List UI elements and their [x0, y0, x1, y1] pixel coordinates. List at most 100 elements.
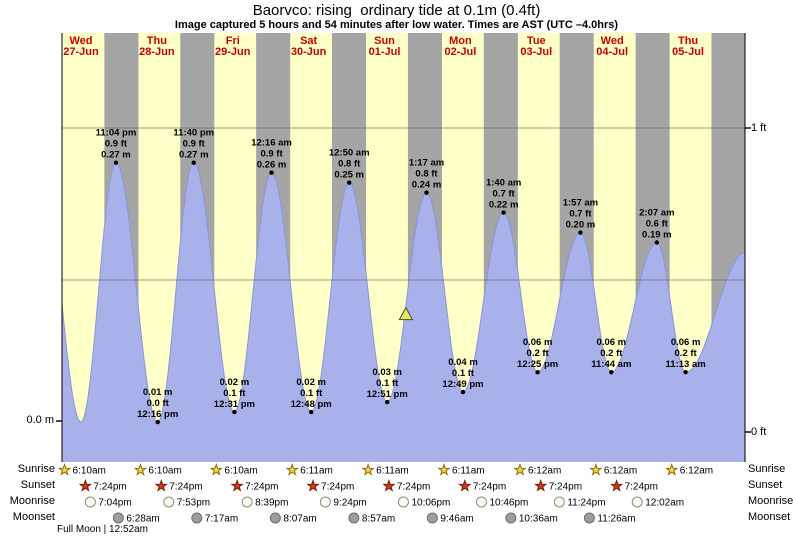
- sunset-star-icon: [230, 478, 244, 492]
- sunset-row-label-left: Sunset: [20, 479, 55, 491]
- moonset-circle-icon: [348, 512, 360, 524]
- high-tide-label: 1:17 am 0.8 ft 0.24 m: [409, 158, 444, 191]
- date-label: Fri 29-Jun: [215, 35, 251, 58]
- moonrise-time: 10:46pm: [489, 498, 528, 509]
- sunset-time: 7:24pm: [473, 482, 506, 493]
- tide-extremum-dot: [578, 230, 583, 235]
- tide-extremum-dot: [683, 369, 688, 375]
- sunset-time: 7:24pm: [93, 482, 126, 493]
- tide-extremum-dot: [308, 409, 314, 415]
- sunset-star-icon: [154, 478, 168, 492]
- sunset-row-label-right: Sunset: [748, 479, 783, 491]
- tide-extremum-dot: [535, 369, 540, 375]
- tide-extremum-dot: [654, 240, 660, 245]
- sunrise-row-label-right: Sunrise: [748, 463, 786, 475]
- sunrise-time: 6:10am: [73, 466, 106, 477]
- tide-extremum-dot: [191, 160, 196, 165]
- sunrise-row-label-left: Sunrise: [17, 463, 55, 475]
- moonset-time: 11:26am: [597, 514, 635, 525]
- sunset-star-icon: [382, 478, 396, 492]
- moonrise-time: 10:06pm: [411, 498, 450, 509]
- sunset-star-icon: [534, 478, 548, 492]
- moonset-time: 10:36am: [519, 514, 558, 525]
- sunset-time: 7:24pm: [321, 482, 354, 493]
- moonrise-circle-icon: [553, 496, 565, 508]
- right-axis-0ft-label: 0 ft: [751, 426, 767, 438]
- high-tide-label: 1:57 am 0.7 ft 0.20 m: [563, 198, 598, 231]
- date-label: Sun 01-Jul: [369, 35, 401, 58]
- moonrise-time: 7:53pm: [177, 498, 210, 509]
- sunrise-time: 6:11am: [300, 466, 333, 477]
- moonrise-time: 8:39pm: [255, 498, 288, 509]
- high-tide-label: 12:16 am 0.9 ft 0.26 m: [251, 138, 292, 171]
- date-label: Wed 27-Jun: [63, 35, 99, 58]
- moonrise-circle-icon: [631, 496, 643, 508]
- tide-curve: [61, 162, 746, 423]
- moonset-circle-icon: [505, 512, 517, 524]
- tide-extremum-dot: [155, 419, 160, 425]
- low-tide-label: 0.06 m 0.2 ft 11:13 am: [666, 337, 706, 370]
- moonrise-time: 9:24pm: [333, 498, 366, 509]
- high-tide-label: 11:04 pm 0.9 ft 0.27 m: [96, 128, 137, 161]
- low-tide-label: 0.06 m 0.2 ft 12:25 pm: [517, 337, 558, 370]
- high-tide-label: 11:40 pm 0.9 ft 0.27 m: [173, 128, 214, 161]
- chart-subtitle: Image captured 5 hours and 54 minutes af…: [174, 19, 619, 31]
- sunrise-star-icon: [513, 462, 527, 476]
- moonrise-row-label-right: Moonrise: [748, 495, 793, 507]
- sunrise-star-icon: [437, 462, 451, 476]
- sunrise-star-icon: [285, 462, 299, 476]
- moonset-time: 8:57am: [362, 514, 395, 525]
- sunrise-star-icon: [209, 462, 223, 476]
- moonrise-circle-icon: [475, 496, 487, 508]
- date-label: Mon 02-Jul: [445, 35, 477, 58]
- tide-extremum-dot: [501, 210, 506, 215]
- high-tide-label: 2:07 am 0.6 ft 0.19 m: [639, 208, 674, 241]
- date-label: Thu 05-Jul: [672, 35, 704, 58]
- sunrise-time: 6:12am: [680, 466, 713, 477]
- sunset-time: 7:24pm: [245, 482, 278, 493]
- moonrise-circle-icon: [241, 496, 253, 508]
- moonrise-time: 12:02am: [645, 498, 684, 509]
- tide-extremum-dot: [232, 409, 237, 415]
- moonrise-time: 11:24pm: [567, 498, 605, 509]
- sunset-time: 7:24pm: [549, 482, 582, 493]
- sunset-star-icon: [306, 478, 320, 492]
- sunrise-time: 6:12am: [528, 466, 561, 477]
- sunset-time: 7:24pm: [625, 482, 658, 493]
- low-tide-label: 0.06 m 0.2 ft 11:44 am: [591, 337, 631, 370]
- sunrise-time: 6:10am: [224, 466, 257, 477]
- date-label: Tue 03-Jul: [520, 35, 552, 58]
- sunrise-star-icon: [665, 462, 679, 476]
- tide-extremum-dot: [385, 399, 390, 405]
- sunset-time: 7:24pm: [169, 482, 202, 493]
- moonset-time: 9:46am: [440, 514, 473, 525]
- high-tide-label: 1:40 am 0.7 ft 0.22 m: [486, 178, 521, 211]
- low-tide-label: 0.02 m 0.1 ft 12:31 pm: [214, 377, 255, 410]
- moonrise-time: 7:04pm: [98, 498, 131, 509]
- current-time-marker: [398, 306, 414, 321]
- moonrise-circle-icon: [163, 496, 175, 508]
- moonset-circle-icon: [583, 512, 595, 524]
- sunset-star-icon: [458, 478, 472, 492]
- sunrise-time: 6:12am: [604, 466, 637, 477]
- tide-extremum-dot: [269, 170, 274, 175]
- tide-extremum-dot: [424, 190, 429, 195]
- moonset-circle-icon: [426, 512, 438, 524]
- sunset-star-icon: [609, 478, 624, 492]
- right-axis-1ft-label: 1 ft: [751, 122, 767, 134]
- sunrise-star-icon: [361, 462, 375, 476]
- sunrise-time: 6:11am: [376, 466, 409, 477]
- tide-extremum-dot: [609, 369, 614, 375]
- moonset-time: 8:07am: [283, 514, 316, 525]
- moonset-circle-icon: [112, 512, 124, 524]
- moonrise-row-label-left: Moonrise: [9, 495, 55, 507]
- sunrise-star-icon: [133, 462, 148, 476]
- moonset-row-label-right: Moonset: [748, 511, 791, 523]
- sunrise-star-icon: [57, 462, 72, 476]
- moonset-circle-icon: [269, 512, 281, 524]
- tide-area: [62, 162, 745, 462]
- sunrise-time: 6:11am: [452, 466, 485, 477]
- tide-extremum-dot: [347, 180, 352, 185]
